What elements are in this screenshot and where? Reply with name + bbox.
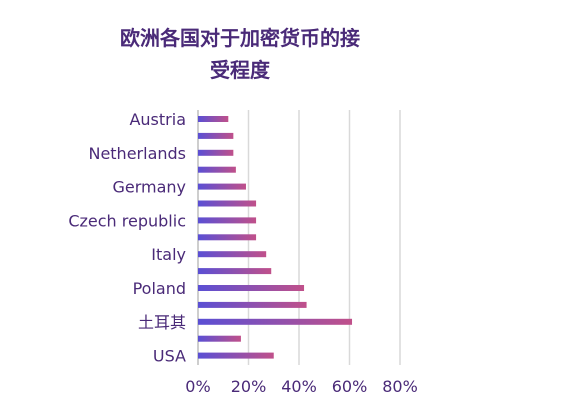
bars [198,116,353,359]
bar [198,318,353,325]
bar [198,268,272,275]
category-label: USA [153,347,186,366]
bar [198,116,229,122]
x-tick-label: 20% [231,377,267,396]
category-label: Netherlands [88,144,186,163]
bar [198,166,236,173]
bar [198,335,241,342]
bar [198,149,234,156]
category-label: Germany [112,178,186,197]
category-label: Austria [129,110,186,129]
category-label: Italy [151,245,186,264]
x-tick-label: 80% [382,377,418,396]
chart-title: 欧洲各国对于加密货币的接 受程度 [40,22,440,86]
bar [198,352,274,359]
bar [198,234,257,241]
bar [198,200,257,207]
x-tick-labels: 0% 20% 40% 60% 80% [185,377,417,396]
bar [198,251,267,258]
chart-title-line1: 欧洲各国对于加密货币的接 [120,26,360,50]
category-labels: Austria Netherlands Germany Czech republic I… [68,110,186,366]
bar [198,217,257,224]
bar [198,301,307,308]
bar [198,183,246,190]
bar [198,285,305,291]
x-tick-label: 0% [185,377,210,396]
bar [198,132,234,139]
chart-title-line2: 受程度 [210,58,270,82]
category-label: Poland [133,279,186,298]
x-tick-label: 60% [332,377,368,396]
category-label: 土耳其 [138,313,186,332]
category-label: Czech republic [68,211,186,230]
x-tick-label: 40% [281,377,317,396]
